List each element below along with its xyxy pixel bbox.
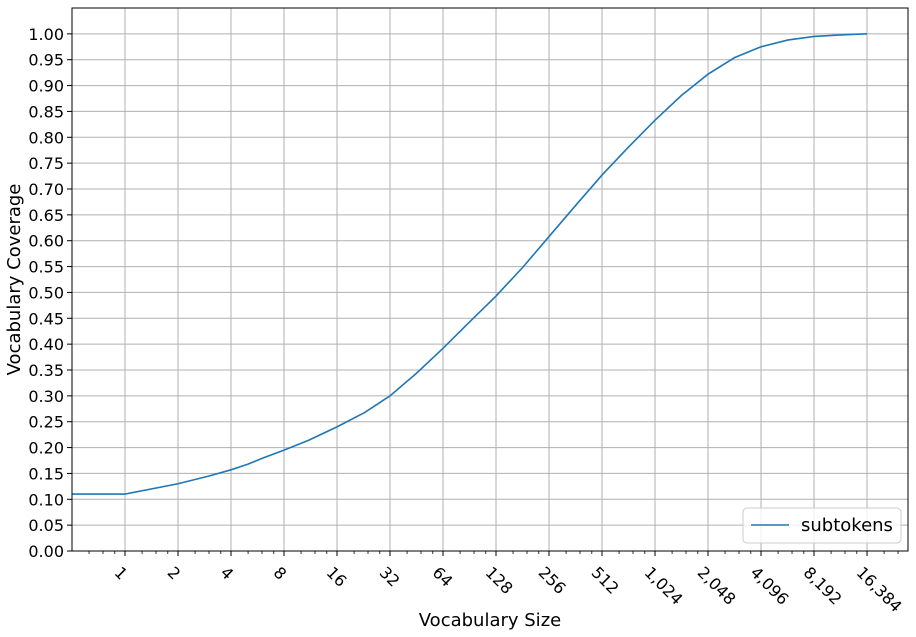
- y-tick-label: 0.05: [28, 516, 64, 535]
- x-tick-label: 8,192: [800, 563, 846, 609]
- series-line-subtokens: [72, 33, 868, 495]
- x-tick-label: 256: [535, 563, 570, 598]
- y-tick-label: 0.75: [28, 154, 64, 173]
- y-tick-label: 0.85: [28, 102, 64, 121]
- grid-lines: [72, 8, 908, 552]
- x-tick-label: 4: [217, 563, 238, 584]
- y-tick-label: 0.60: [28, 232, 64, 251]
- y-tick-label: 0.80: [28, 128, 64, 147]
- legend-box: [742, 507, 902, 544]
- y-tick-label: 0.25: [28, 413, 64, 432]
- y-tick-label: 0.90: [28, 77, 64, 96]
- y-tick-label: 0.20: [28, 439, 64, 458]
- y-tick-label: 0.65: [28, 206, 64, 225]
- x-tick-label: 2: [164, 563, 185, 584]
- y-tick-label: 0.30: [28, 387, 64, 406]
- x-tick-label: 2,048: [694, 563, 740, 609]
- x-tick-label: 16: [323, 563, 351, 591]
- series-lines: [72, 33, 868, 495]
- x-tick-label: 4,096: [747, 563, 793, 609]
- y-tick-label: 0.35: [28, 361, 64, 380]
- legend: subtokens: [742, 507, 902, 544]
- x-tick-label: 16,384: [853, 563, 906, 616]
- x-tick-label: 8: [270, 563, 291, 584]
- x-tick-label: 1,024: [641, 563, 687, 609]
- y-tick-label: 0.40: [28, 335, 64, 354]
- y-axis-ticks: 0.00 0.05 0.10 0.15 0.20 0.25 0.30 0.35 0.40 0.45…: [28, 25, 72, 561]
- y-axis-label: Vocabulary Coverage: [4, 184, 25, 376]
- x-axis-label: Vocabulary Size: [419, 610, 561, 631]
- y-tick-label: 0.70: [28, 180, 64, 199]
- y-tick-label: 0.45: [28, 309, 64, 328]
- y-tick-label: 0.15: [28, 464, 64, 483]
- y-tick-label: 1.00: [28, 25, 64, 44]
- y-tick-label: 0.00: [28, 542, 64, 561]
- y-tick-label: 0.50: [28, 283, 64, 302]
- x-tick-label: 512: [588, 563, 623, 598]
- y-tick-label: 0.95: [28, 51, 64, 70]
- plot-area-frame: [71, 7, 909, 552]
- x-tick-label: 32: [376, 563, 404, 591]
- y-tick-label: 0.55: [28, 258, 64, 277]
- x-tick-label: 1: [111, 563, 132, 584]
- x-tick-label: 128: [482, 563, 517, 598]
- legend-label: subtokens: [801, 515, 893, 536]
- x-axis-ticks: 1 2 4 8 16 32 64 128 256 512 1,024 2,048 4,096 8,192 1…: [111, 551, 906, 616]
- x-tick-label: 64: [429, 563, 457, 591]
- y-tick-label: 0.10: [28, 490, 64, 509]
